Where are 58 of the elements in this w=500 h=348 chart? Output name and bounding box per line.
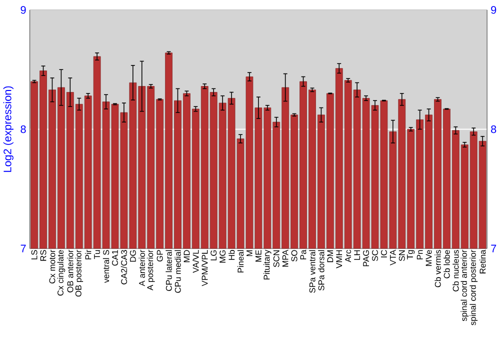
x-tick-label: SPa dorsal xyxy=(318,250,324,291)
y2-tick-label: 7 xyxy=(491,244,496,252)
x-tick-label: OB posterior xyxy=(75,250,84,297)
x-tick-label: DG xyxy=(130,250,136,262)
x-tick-label: LG xyxy=(210,250,217,260)
x-tick-label: OB anterior xyxy=(67,250,74,292)
y-tick-label: 9 xyxy=(20,6,26,14)
x-tick-label: SO xyxy=(291,250,298,262)
y-axis-title: Log2 (expression) xyxy=(3,86,14,172)
x-tick-label: Hb xyxy=(228,250,235,260)
x-tick-label: Tu xyxy=(94,250,100,260)
x-tick-label: Pineal xyxy=(237,250,244,272)
x-tick-label: Pn xyxy=(416,250,423,260)
x-tick-label: SC xyxy=(372,250,378,262)
x-tick-label: DM xyxy=(327,250,334,262)
x-tick-label: RS xyxy=(40,250,46,261)
x-tick-label: Tg xyxy=(407,250,415,260)
x-tick-label: A anterior xyxy=(138,250,145,286)
x-tick-label: Pa xyxy=(300,250,306,260)
x-tick-label: Pituitary xyxy=(263,250,272,280)
x-tick-label: MD xyxy=(184,250,190,262)
x-tick-label: SN xyxy=(398,250,405,262)
x-tick-label: Pir xyxy=(85,250,92,260)
y-tick-label: 8 xyxy=(20,125,26,134)
x-tick-label: Cx motor xyxy=(49,250,56,284)
x-tick-label: ME xyxy=(256,250,262,262)
x-tick-label: CPu medial xyxy=(174,250,181,293)
x-tick-label: VMH xyxy=(336,250,342,268)
x-tick-label: spinal cord anterior xyxy=(460,250,469,322)
x-tick-label: Cb nucleus xyxy=(452,250,459,292)
x-tick-label: CA2/CA3 xyxy=(120,250,128,284)
x-tick-label: Arc xyxy=(345,250,352,262)
x-tick-label: Retina xyxy=(479,250,486,274)
x-tick-label: VA/VL xyxy=(192,250,199,273)
x-tick-label: M xyxy=(246,250,252,256)
x-tick-label: SPa ventral xyxy=(309,250,316,293)
x-tick-label: A posterior xyxy=(146,250,155,290)
y-tick-label: 7 xyxy=(20,244,26,252)
x-tick-label: VPM/VPL xyxy=(202,250,208,286)
x-tick-label: GP xyxy=(156,250,163,262)
x-tick-label: Cb lobe xyxy=(444,250,450,278)
x-tick-label: MPA xyxy=(282,250,288,267)
y2-tick-label: 9 xyxy=(491,6,496,14)
x-tick-label: spinal cord posterior xyxy=(470,250,478,326)
x-tick-label: LS xyxy=(31,250,38,260)
x-tick-label: PAG xyxy=(363,250,370,266)
x-tick-label: CPu lateral xyxy=(166,250,172,291)
x-tick-label: IC xyxy=(380,250,387,258)
x-tick-label: VTA xyxy=(390,250,396,266)
y2-tick-label: 8 xyxy=(491,125,496,134)
x-tick-label: LH xyxy=(354,250,360,260)
x-tick-label: MG xyxy=(220,250,226,263)
x-tick-label: Cx cingulate xyxy=(57,250,66,296)
x-tick-label: ventral S xyxy=(102,250,110,283)
x-tick-label: Cb vermis xyxy=(434,250,441,288)
x-tick-label: CA1 xyxy=(112,250,118,266)
x-tick-label: MVe xyxy=(426,250,432,266)
x-tick-label: SCN xyxy=(273,250,280,268)
